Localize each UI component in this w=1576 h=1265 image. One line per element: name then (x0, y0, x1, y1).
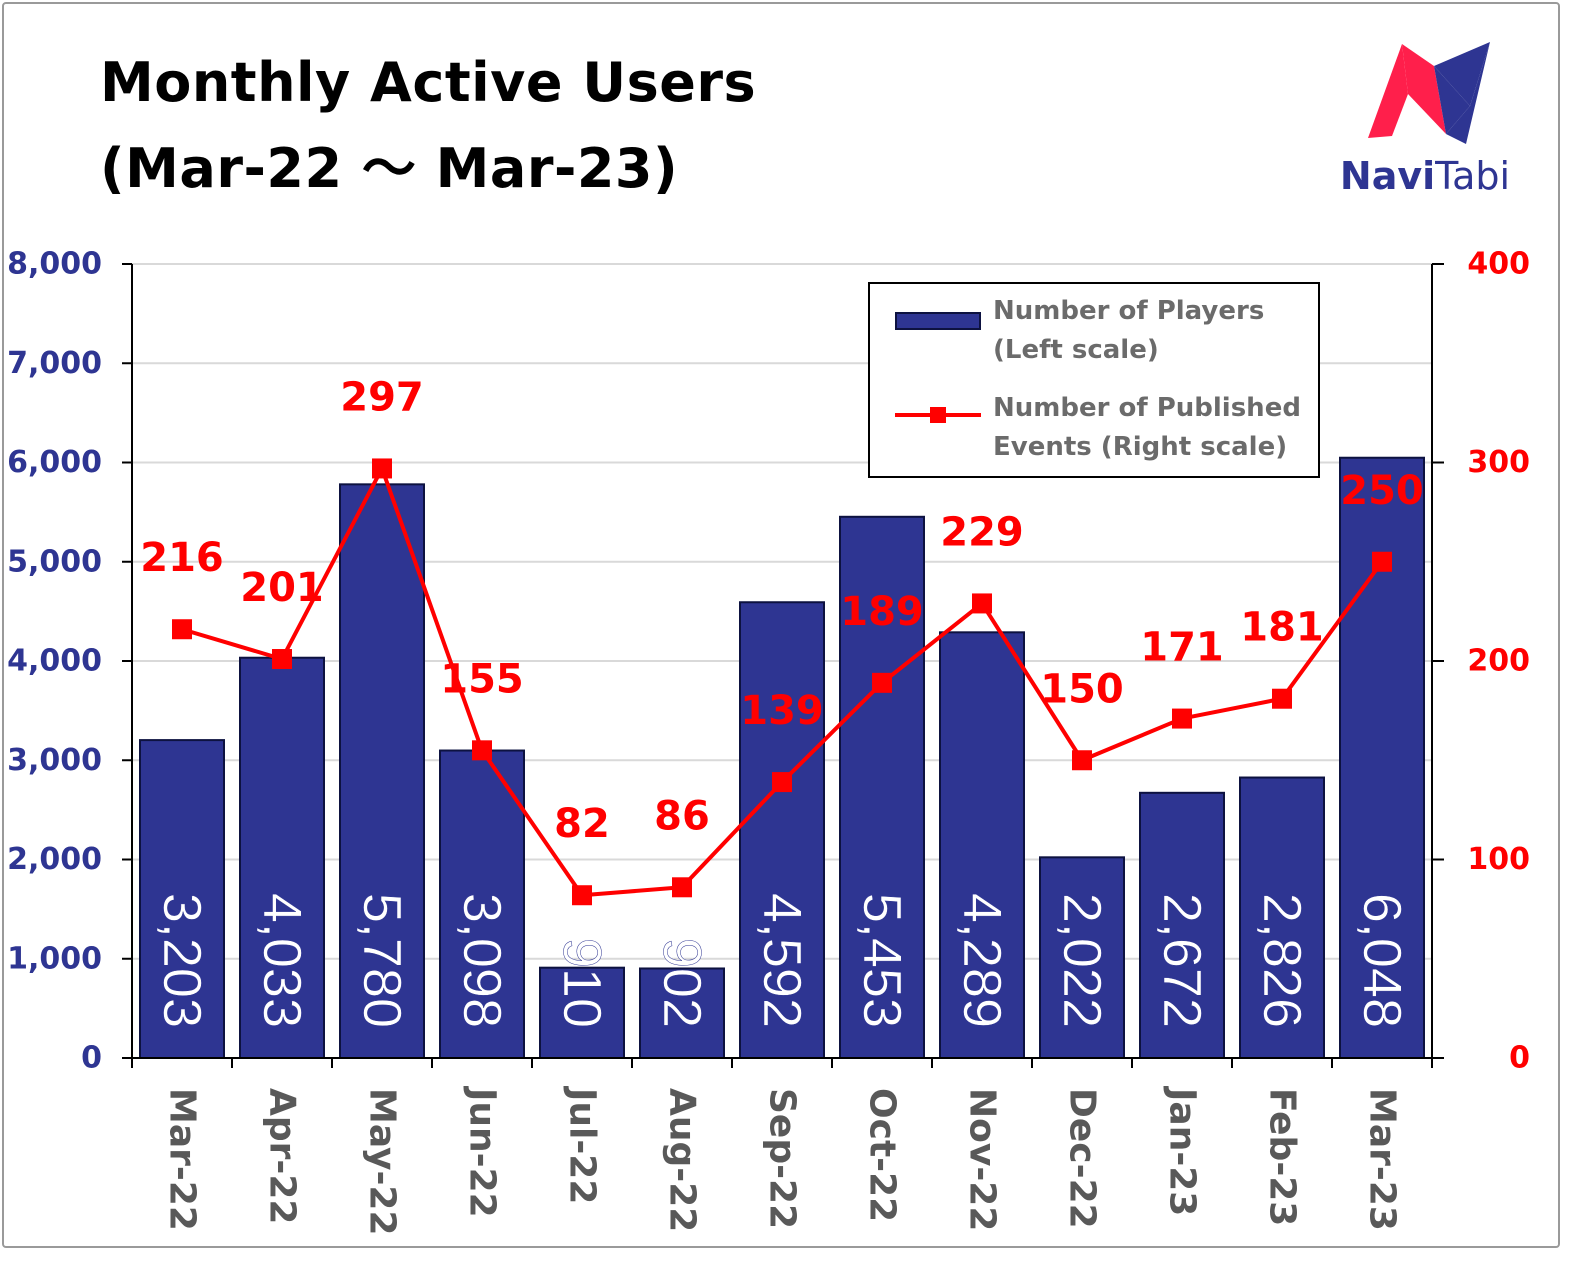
right-tick-label: 300 (1467, 445, 1530, 480)
events-data-labels: 216 201 297 155 82 86 139 189 229 150 171 181 250 (140, 374, 1424, 847)
bar-value-label: 2,826 (1252, 893, 1312, 1028)
x-tick-label: Feb-23 (1262, 1088, 1303, 1226)
left-tick-label: 8,000 (7, 247, 102, 282)
x-tick-label: Aug-22 (662, 1088, 703, 1232)
title-line-1: Monthly Active Users (100, 51, 757, 114)
bar-jul-22 (539, 966, 625, 1059)
bar-value-label: 5,780 (352, 893, 412, 1028)
events-marker (1172, 708, 1192, 729)
bar-oct-22 (839, 515, 925, 1059)
left-tick-label: 3,000 (7, 743, 102, 778)
bar-value-label: 4,289 (952, 893, 1012, 1028)
x-tick-label: Jul-22 (562, 1085, 603, 1204)
logo-text-regular: Tabi (1435, 154, 1511, 198)
events-value-label: 86 (654, 793, 710, 839)
right-tick-label: 0 (1509, 1041, 1530, 1076)
bar-value-label: 6,048 (1352, 893, 1412, 1028)
events-marker (172, 619, 192, 640)
right-axis-tick-labels: 0 100 200 300 400 (1467, 247, 1530, 1076)
events-marker (1372, 551, 1392, 572)
events-marker (372, 458, 392, 479)
left-tick-label: 4,000 (7, 644, 102, 679)
bar-value-label: 5,453 (852, 893, 912, 1028)
logo-text-bold: Navi (1339, 154, 1436, 198)
logo-text: NaviTabi (1330, 154, 1520, 198)
events-marker (772, 772, 792, 793)
left-tick-label: 7,000 (7, 346, 102, 381)
bar-nov-22 (939, 631, 1025, 1060)
left-tick-label: 0 (81, 1041, 102, 1076)
legend-bar-swatch (895, 312, 981, 330)
bar-value-label: 902 (652, 938, 712, 1028)
axes (122, 263, 1444, 1068)
bar-value-label: 3,203 (152, 893, 212, 1028)
events-value-label: 250 (1340, 468, 1424, 514)
legend-label-events: Number of Published Events (Right scale) (993, 393, 1301, 462)
left-axis-tick-labels: 0 1,000 2,000 3,000 4,000 5,000 6,000 7,000 8,00… (7, 247, 102, 1076)
events-marker (872, 672, 892, 693)
left-tick-label: 1,000 (7, 941, 102, 976)
bar-value-label: 2,672 (1152, 893, 1212, 1028)
bar-value-label: 910 (552, 938, 612, 1028)
right-tick-label: 100 (1467, 842, 1530, 877)
events-value-label: 82 (554, 801, 610, 847)
chart-legend: Number of Players (Left scale) Number of… (868, 282, 1320, 478)
events-value-label: 150 (1040, 666, 1124, 712)
events-value-label: 297 (340, 374, 424, 420)
x-tick-label: May-22 (362, 1088, 403, 1236)
events-marker (1272, 688, 1292, 709)
events-value-label: 201 (240, 565, 324, 611)
x-tick-label: Nov-22 (962, 1088, 1003, 1231)
x-tick-labels: Mar-22 Apr-22 May-22 Jun-22 Jul-22 Aug-22 Sep-… (162, 1085, 1403, 1236)
right-tick-label: 200 (1467, 644, 1530, 679)
events-marker (272, 649, 292, 670)
left-tick-label: 2,000 (7, 842, 102, 877)
events-value-label: 216 (140, 535, 224, 581)
bar-aug-22 (639, 967, 725, 1059)
bar-dec-22 (1039, 856, 1125, 1060)
events-marker (672, 877, 692, 898)
x-tick-label: Sep-22 (762, 1088, 803, 1229)
x-tick-label: Dec-22 (1062, 1088, 1103, 1229)
left-tick-label: 5,000 (7, 544, 102, 579)
x-tick-label: Oct-22 (862, 1088, 903, 1222)
events-value-label: 229 (940, 509, 1024, 555)
x-tick-label: Jan-23 (1162, 1085, 1203, 1216)
left-tick-label: 6,000 (7, 445, 102, 480)
events-marker (572, 885, 592, 906)
events-marker (1072, 750, 1092, 771)
bar-jan-23 (1139, 791, 1225, 1060)
bar-feb-23 (1239, 776, 1325, 1059)
bar-jun-22 (439, 749, 525, 1059)
navitabi-logo: NaviTabi (1330, 36, 1520, 206)
x-tick-label: Mar-22 (162, 1088, 203, 1231)
events-value-label: 171 (1140, 625, 1224, 671)
bar-value-label: 3,098 (452, 893, 512, 1028)
events-value-label: 155 (440, 656, 524, 702)
events-line-series (172, 458, 1392, 906)
events-value-label: 181 (1240, 605, 1324, 651)
events-value-label: 189 (840, 589, 924, 635)
chart-title: Monthly Active Users (Mar-22 ～ Mar-23) (100, 40, 756, 212)
bar-value-label: 4,592 (752, 893, 812, 1028)
bar-apr-22 (239, 656, 325, 1059)
bar-value-label: 2,022 (1052, 893, 1112, 1028)
logo-mark-icon (1368, 42, 1490, 144)
chart-frame (2, 2, 1560, 1248)
legend-label-players: Number of Players (Left scale) (993, 296, 1265, 365)
x-tick-label: Mar-23 (1362, 1088, 1403, 1231)
bar-value-label: 4,033 (252, 893, 312, 1028)
legend-square-marker-icon (930, 407, 946, 423)
x-tick-label: Apr-22 (262, 1088, 303, 1224)
events-marker (472, 740, 492, 761)
title-line-2: (Mar-22 ～ Mar-23) (100, 137, 679, 200)
player-bar-labels: 3,203 4,033 5,780 3,098 910 902 4,592 5,453 4,28… (152, 893, 1413, 1029)
events-value-label: 139 (740, 688, 824, 734)
events-marker (972, 593, 992, 614)
right-tick-label: 400 (1467, 247, 1530, 282)
x-tick-label: Jun-22 (462, 1085, 503, 1218)
